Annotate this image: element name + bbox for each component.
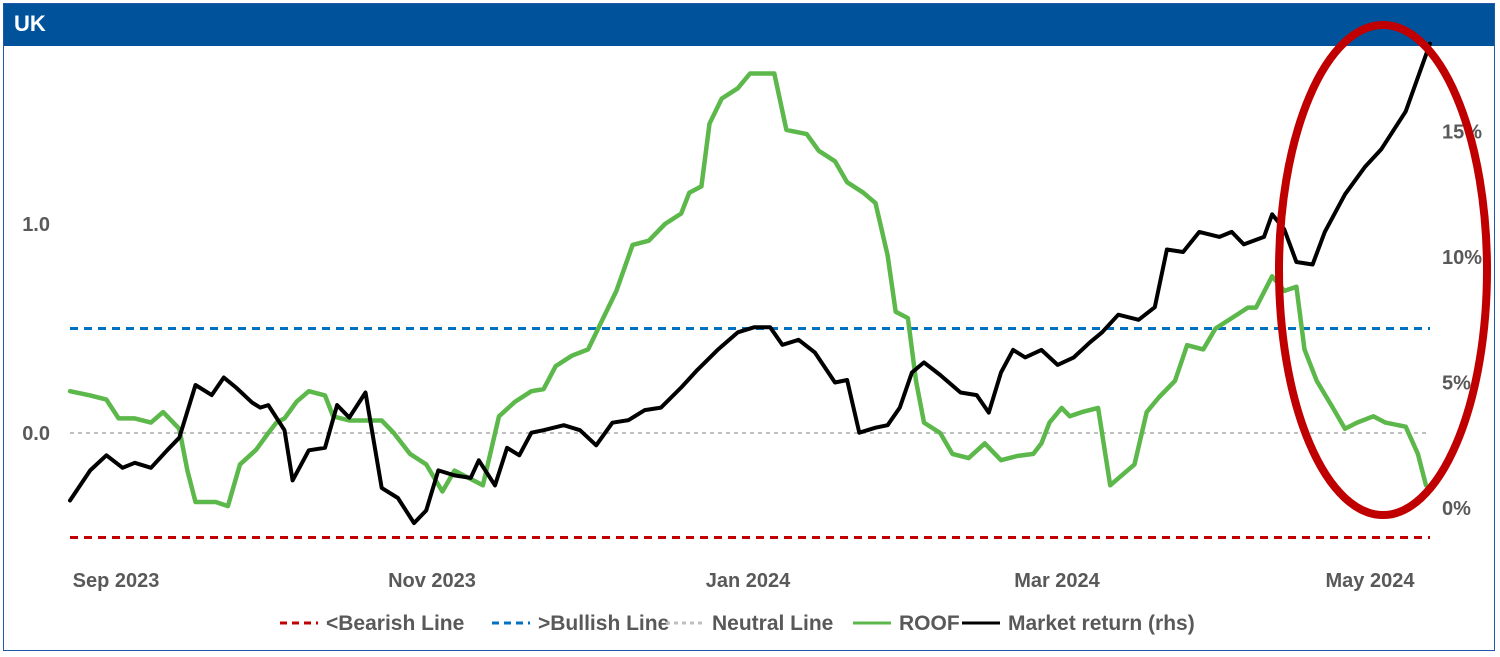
x-tick-label-1: Nov 2023 <box>388 570 476 592</box>
x-axis: Sep 2023 Nov 2023 Jan 2024 Mar 2024 May 2024 <box>73 570 1416 592</box>
legend-label-0: <Bearish Line <box>326 612 464 635</box>
legend-label-3: ROOF <box>899 612 960 635</box>
legend-label-4: Market return (rhs) <box>1008 612 1195 635</box>
series-line-roof <box>67 71 1429 509</box>
x-tick-label-3: Mar 2024 <box>1014 570 1100 592</box>
legend-label-1: >Bullish Line <box>538 612 669 635</box>
left-tick-label-0: 1.0 <box>22 214 50 236</box>
right-tick-label-1: 5% <box>1442 373 1471 395</box>
left-tick-label-1: 0.0 <box>22 423 50 445</box>
series-line-market-return <box>68 41 1432 526</box>
right-tick-label-2: 10% <box>1442 247 1482 269</box>
reference-lines <box>70 327 1430 539</box>
legend-label-2: Neutral Line <box>712 612 833 635</box>
right-tick-label-0: 0% <box>1442 498 1471 520</box>
x-tick-label-0: Sep 2023 <box>73 570 160 592</box>
highlight-ellipse <box>1275 21 1491 519</box>
x-tick-label-2: Jan 2024 <box>706 570 791 592</box>
legend: <Bearish Line >Bullish Line Neutral Line RO… <box>280 612 1195 635</box>
series-lines <box>67 41 1432 526</box>
x-tick-label-4: May 2024 <box>1326 570 1416 592</box>
right-axis: 0% 5% 10% 15% <box>1442 122 1482 521</box>
chart-header: UK <box>4 4 1494 46</box>
chart-title: UK <box>14 11 46 36</box>
right-tick-label-3: 15% <box>1442 122 1482 144</box>
left-axis: 1.0 0.0 <box>22 214 50 445</box>
